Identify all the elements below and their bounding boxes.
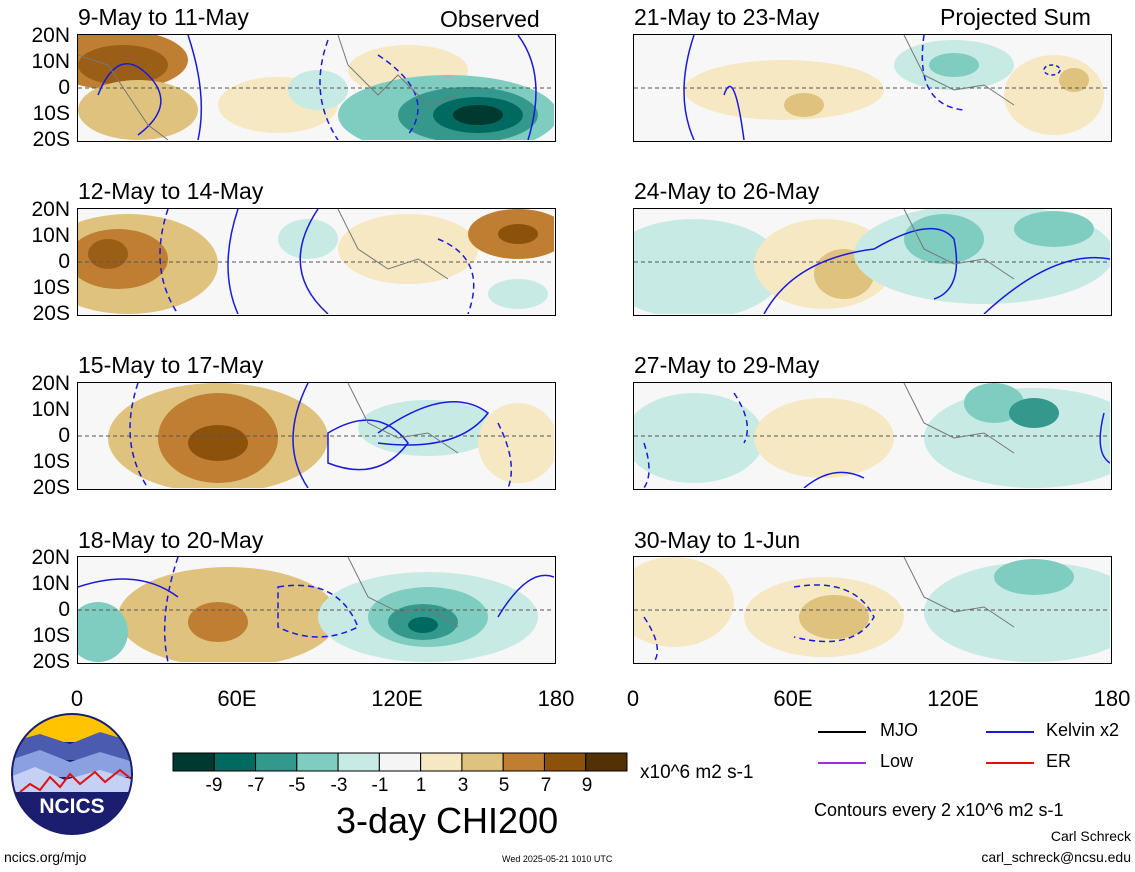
ytick-20n: 20N — [31, 198, 70, 221]
author-email[interactable]: carl_schreck@ncsu.edu — [981, 849, 1131, 865]
ytick-10n: 10N — [31, 572, 70, 595]
map-panel-8 — [633, 556, 1112, 664]
ytick-eq: 0 — [58, 250, 70, 273]
cb-label-3: 3 — [457, 775, 469, 796]
colorbar-swatch — [213, 752, 257, 772]
colorbar — [172, 752, 628, 777]
cb-label-m7: -7 — [247, 775, 265, 796]
map-panel-2 — [77, 208, 556, 316]
panel-title-7: 27-May to 29-May — [634, 352, 820, 378]
panel-title-5: 21-May to 23-May — [634, 4, 820, 30]
colorbar-swatch — [420, 752, 463, 772]
author-name: Carl Schreck — [1050, 828, 1131, 844]
legend-label-kelvin: Kelvin x2 — [1046, 720, 1120, 740]
ytick-eq: 0 — [58, 598, 70, 621]
panel-title-6: 24-May to 26-May — [634, 178, 820, 204]
map-panel-6 — [633, 208, 1112, 316]
cb-label-m9: -9 — [205, 775, 223, 796]
colorbar-swatch — [502, 752, 545, 772]
legend-swatch-low — [818, 762, 866, 764]
colorbar-swatch — [543, 752, 587, 772]
cb-label-7: 7 — [540, 775, 552, 796]
ytick-10s: 10S — [32, 276, 70, 299]
ytick-20n: 20N — [31, 372, 70, 395]
ytick-10n: 10N — [31, 50, 70, 73]
panel-title-4: 18-May to 20-May — [78, 527, 264, 553]
colorbar-swatch — [172, 752, 215, 772]
xtick-0: 0 — [70, 686, 84, 711]
colorbar-swatch — [585, 752, 628, 772]
legend-swatch-mjo — [818, 731, 866, 733]
ytick-eq: 0 — [58, 424, 70, 447]
colorbar-swatch — [378, 752, 422, 772]
colorbar-swatches — [172, 752, 628, 772]
ncics-logo: NCICS — [10, 712, 134, 836]
ytick-20s: 20S — [32, 476, 70, 499]
site-url[interactable]: ncics.org/mjo — [4, 849, 87, 865]
contour-note: Contours every 2 x10^6 m2 s-1 — [814, 800, 1064, 820]
colorbar-swatch — [296, 752, 339, 772]
colorbar-swatch — [461, 752, 504, 772]
cb-label-9: 9 — [581, 775, 593, 796]
ytick-20s: 20S — [32, 128, 70, 151]
legend-label-mjo: MJO — [880, 720, 918, 740]
ytick-20s: 20S — [32, 302, 70, 325]
ytick-20n: 20N — [31, 24, 70, 47]
ytick-20n: 20N — [31, 546, 70, 569]
cb-label-m5: -5 — [288, 775, 306, 796]
panel-title-2: 12-May to 14-May — [78, 178, 264, 204]
cb-label-5: 5 — [498, 775, 510, 796]
xtick-180: 180 — [537, 686, 575, 711]
colorbar-swatch — [255, 752, 298, 772]
xtick-120e-right: 120E — [927, 686, 979, 711]
ytick-10s: 10S — [32, 450, 70, 473]
colorbar-swatch — [337, 752, 380, 772]
map-panel-3 — [77, 382, 556, 490]
colorbar-units: x10^6 m2 s-1 — [640, 762, 754, 783]
timestamp: Wed 2025-05-21 1010 UTC — [502, 854, 613, 864]
ytick-10s: 10S — [32, 624, 70, 647]
observed-label: Observed — [440, 6, 540, 32]
panel-title-8: 30-May to 1-Jun — [634, 527, 801, 553]
ytick-10n: 10N — [31, 398, 70, 421]
panel-title-3: 15-May to 17-May — [78, 352, 264, 378]
legend-swatch-er — [986, 762, 1034, 764]
xtick-0-right: 0 — [626, 686, 640, 711]
panel-title-1: 9-May to 11-May — [78, 4, 249, 30]
xtick-120e: 120E — [371, 686, 423, 711]
xtick-60e-right: 60E — [773, 686, 813, 711]
cb-label-m1: -1 — [371, 775, 389, 796]
cb-label-m3: -3 — [330, 775, 348, 796]
ytick-10n: 10N — [31, 224, 70, 247]
map-panel-7 — [633, 382, 1112, 490]
colorbar-title: 3-day CHI200 — [336, 800, 559, 841]
xtick-180-right: 180 — [1093, 686, 1131, 711]
map-panel-5 — [633, 34, 1112, 142]
legend-label-low: Low — [880, 751, 914, 771]
legend-swatch-kelvin — [986, 731, 1034, 733]
cb-label-1: 1 — [415, 775, 427, 796]
ytick-eq: 0 — [58, 76, 70, 99]
xtick-60e: 60E — [217, 686, 257, 711]
ytick-20s: 20S — [32, 650, 70, 673]
ytick-10s: 10S — [32, 102, 70, 125]
legend-label-er: ER — [1046, 751, 1072, 771]
map-panel-4 — [77, 556, 556, 664]
projected-sum-label: Projected Sum — [940, 4, 1091, 30]
map-panel-1 — [77, 34, 556, 142]
logo-text: NCICS — [39, 795, 104, 818]
